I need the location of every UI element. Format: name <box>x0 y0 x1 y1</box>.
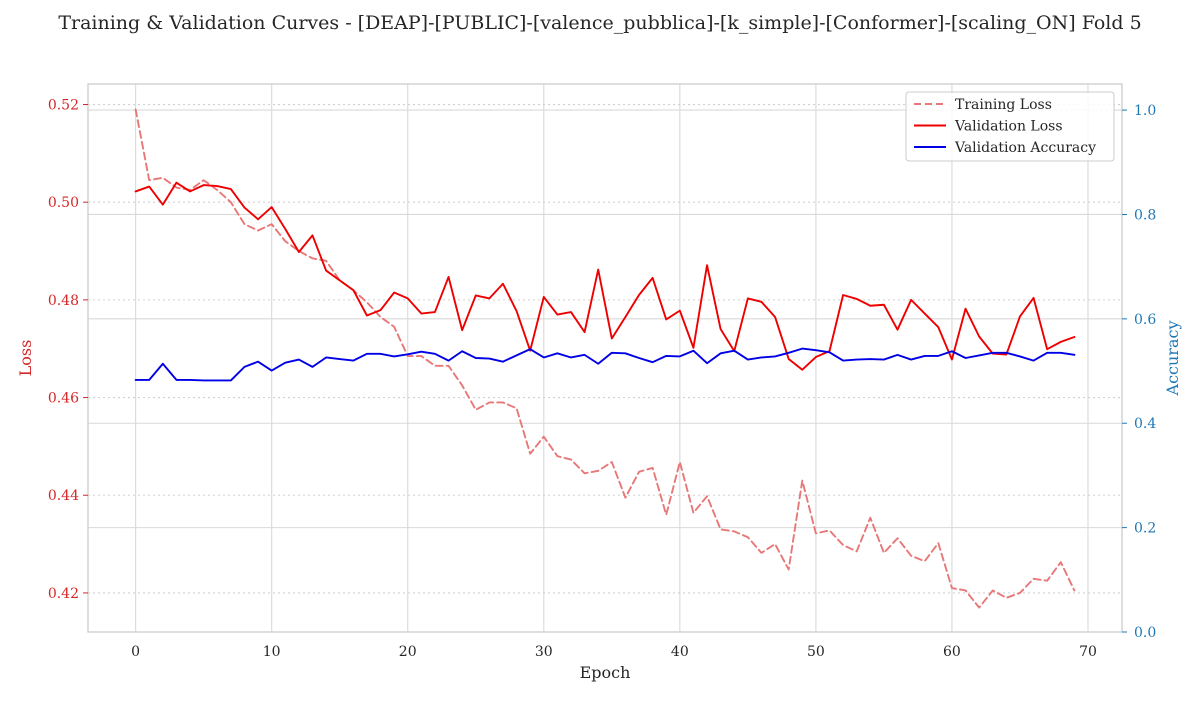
y-tick-label-loss: 0.46 <box>48 391 79 407</box>
x-tick-label: 10 <box>263 644 281 660</box>
y-tick-label-accuracy: 1.0 <box>1134 103 1156 119</box>
plot-frame <box>87 83 1123 633</box>
y-axis-label-accuracy: Accuracy <box>1163 321 1182 397</box>
legend: Training Loss Validation Loss Validation… <box>905 91 1115 162</box>
tick-labels: 0 10 20 30 40 50 60 70 0.42 0.44 0.46 0.48 0.50 0.52 0… <box>48 98 1157 660</box>
y-tick-label-loss: 0.48 <box>48 293 79 309</box>
legend-label-validation-accuracy: Validation Accuracy <box>954 140 1096 156</box>
y-tick-label-accuracy: 0.2 <box>1134 521 1156 537</box>
x-tick-label: 70 <box>1079 644 1097 660</box>
x-tick-label: 0 <box>131 644 140 660</box>
chart-title: Training & Validation Curves - [DEAP]-[P… <box>58 12 1141 34</box>
y-tick-label-loss: 0.42 <box>48 586 79 602</box>
y-tick-label-loss: 0.50 <box>48 195 79 211</box>
y-tick-label-accuracy: 0.6 <box>1134 312 1156 328</box>
y-axis-label-loss: Loss <box>16 340 35 377</box>
legend-box <box>905 91 1115 162</box>
x-tick-label: 40 <box>671 644 689 660</box>
y-tick-label-accuracy: 0.4 <box>1134 416 1156 432</box>
y-tick-label-accuracy: 0.8 <box>1134 207 1156 223</box>
series-line-validation-loss <box>134 181 1076 371</box>
legend-label-training-loss: Training Loss <box>955 97 1052 113</box>
x-tick-label: 20 <box>399 644 417 660</box>
y-tick-label-loss: 0.52 <box>48 98 79 114</box>
x-axis-label: Epoch <box>580 663 631 682</box>
series-line-training-loss <box>134 108 1076 609</box>
grid <box>88 84 1122 633</box>
y-tick-label-accuracy: 0.0 <box>1134 625 1156 641</box>
y-tick-label-loss: 0.44 <box>48 488 79 504</box>
legend-label-validation-loss: Validation Loss <box>954 119 1063 135</box>
x-tick-label: 30 <box>535 644 553 660</box>
series-line-validation-accuracy <box>134 347 1076 382</box>
x-tick-label: 60 <box>943 644 961 660</box>
x-tick-label: 50 <box>807 644 825 660</box>
series-lines <box>134 108 1076 609</box>
